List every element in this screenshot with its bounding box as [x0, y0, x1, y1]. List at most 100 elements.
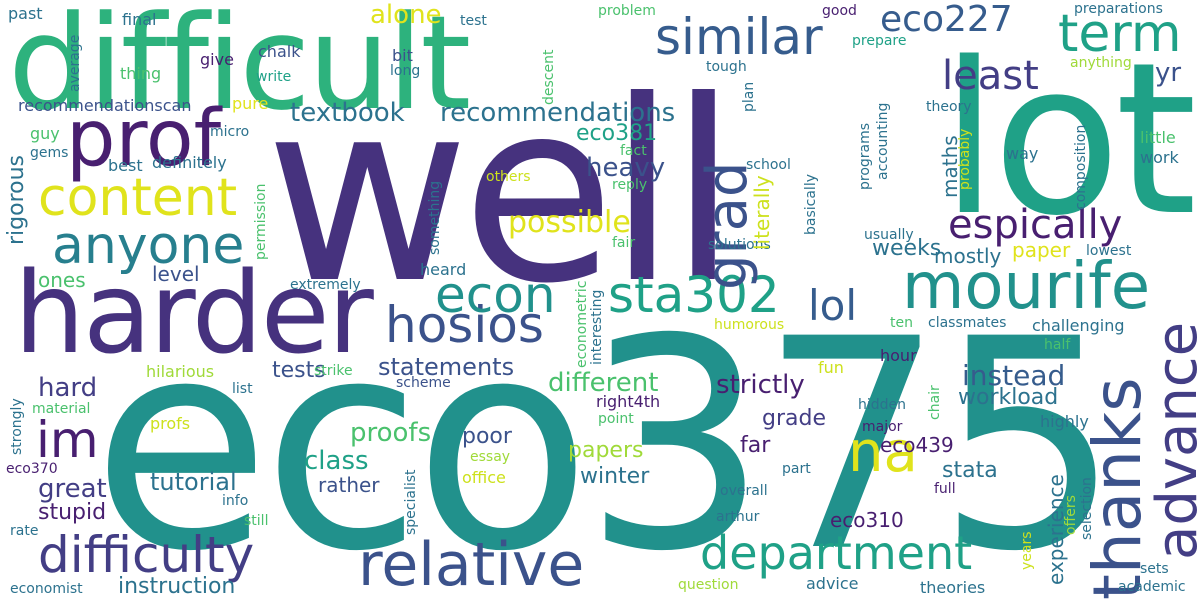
word-level: level [152, 262, 200, 286]
word-half: half [1044, 337, 1071, 353]
word-lot: lot [940, 17, 1197, 262]
word-permission: permission [253, 183, 269, 260]
word-pure: pure [232, 94, 269, 113]
word-gems: gems [30, 145, 69, 161]
word-guy: guy [30, 124, 60, 143]
word-proofs: proofs [350, 418, 432, 448]
word-yr: yr [1155, 58, 1182, 88]
word-hour: hour [880, 346, 917, 365]
word-arthur: arthur [716, 509, 760, 525]
word-anyone: anyone [52, 216, 245, 276]
word-humorous: humorous [714, 317, 785, 333]
word-eco381: eco381 [576, 121, 658, 146]
word-chalk: chalk [258, 42, 301, 61]
word-stata: stata [942, 458, 998, 483]
word-strictly: strictly [716, 370, 805, 400]
word-textbook: textbook [290, 98, 405, 128]
word-ten: ten [890, 315, 913, 331]
word-hosios: hosios [385, 296, 544, 354]
word-rate: rate [10, 523, 39, 539]
word-paper: paper [1012, 238, 1071, 262]
word-test: test [460, 13, 487, 29]
word-recommendationscan: recommendationscan [18, 96, 192, 115]
word-tough: tough [706, 59, 747, 75]
word-weeks: weeks [872, 236, 942, 261]
word-classmates: classmates [928, 315, 1007, 331]
word-programs: programs [857, 122, 873, 190]
word-eco310: eco310 [830, 508, 904, 532]
word-eco439: eco439 [880, 433, 954, 457]
word-info: info [222, 493, 249, 509]
word-mostly: mostly [934, 244, 1002, 268]
word-average: average [67, 34, 83, 92]
word-sta302: sta302 [608, 266, 780, 324]
word-papers: papers [568, 438, 644, 463]
word-bit: bit [392, 46, 413, 65]
word-tests: tests [272, 358, 326, 383]
word-little: little [1140, 128, 1176, 147]
word-overall: overall [720, 483, 768, 499]
word-lowest: lowest [1086, 243, 1132, 259]
word-thing: thing [120, 64, 162, 83]
word-extremely: extremely [290, 277, 361, 293]
word-academic: academic [1118, 579, 1186, 595]
word-econometric: econometric [574, 280, 590, 368]
word-anything: anything [1070, 55, 1132, 71]
word-eco227: eco227 [880, 0, 1013, 40]
word-statements: statements [378, 353, 515, 381]
word-tutorial: tutorial [150, 468, 237, 496]
word-rigorous: rigorous [4, 154, 29, 245]
word-grad: grad [695, 161, 760, 290]
word-way: way [1006, 144, 1039, 163]
word-office: office [462, 468, 506, 487]
word-part: part [782, 461, 811, 477]
word-relative: relative [358, 530, 585, 600]
word-material: material [32, 401, 91, 417]
word-mourife: mourife [902, 250, 1151, 324]
word-reply: reply [612, 177, 648, 193]
word-good: good [822, 3, 857, 19]
word-great: great [38, 474, 107, 504]
word-list: list [232, 381, 253, 397]
word-term: term [1058, 4, 1182, 64]
word-difficult: difficult [8, 0, 471, 139]
word-something: something [427, 180, 443, 255]
word-past: past [8, 4, 43, 23]
word-school: school [746, 157, 791, 173]
word-far: far [740, 433, 771, 458]
word-similar: similar [655, 8, 823, 66]
word-still: still [244, 513, 269, 529]
word-micro: micro [210, 124, 250, 140]
word-probably: probably [957, 128, 973, 190]
word-instruction: instruction [118, 574, 236, 599]
word-prof: prof [66, 94, 222, 184]
word-solutions: solutions [708, 237, 771, 253]
word-challenging: challenging [1032, 316, 1125, 335]
word-im: im [36, 411, 99, 469]
word-long: long [390, 63, 421, 79]
word-others: others [486, 169, 531, 185]
word-ones: ones [38, 268, 86, 292]
word-heavy: heavy [586, 153, 666, 183]
word-work: work [1140, 148, 1179, 167]
word-harder: harder [14, 249, 374, 379]
word-usually: usually [864, 227, 914, 243]
word-espically: espically [948, 202, 1123, 248]
word-chair: chair [927, 385, 943, 420]
word-interesting: interesting [589, 289, 605, 365]
word-content: content [38, 168, 238, 228]
word-stupid: stupid [38, 500, 107, 525]
word-major: major [862, 419, 903, 435]
word-workload: workload [958, 385, 1059, 410]
word-definitely: definitely [152, 153, 227, 172]
word-sets: sets [1140, 561, 1169, 577]
word-theories: theories [920, 578, 986, 597]
word-years: years [1019, 531, 1035, 570]
word-final: final [122, 10, 157, 29]
word-hidden: hidden [858, 397, 907, 413]
word-poor: poor [462, 424, 512, 449]
word-selection: selection [1079, 477, 1095, 540]
word-eco370: eco370 [6, 461, 58, 477]
word-advance: advance [1145, 321, 1200, 560]
